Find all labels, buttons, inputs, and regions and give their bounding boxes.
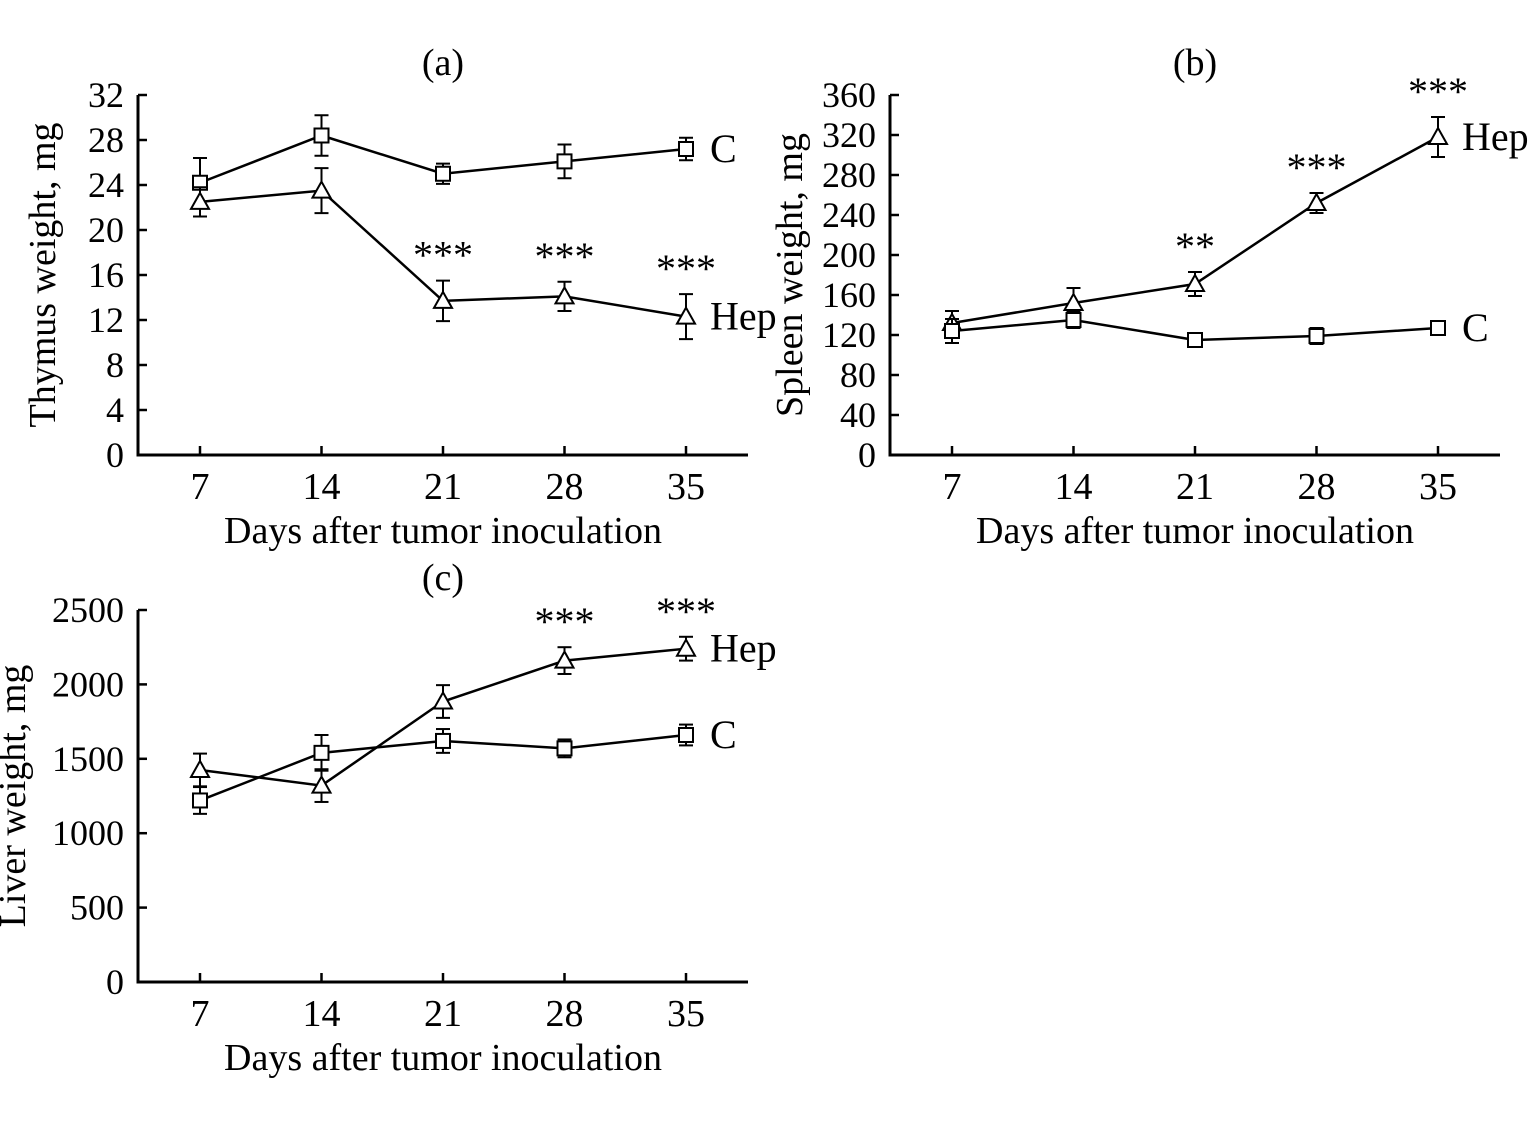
y-tick-label: 40 [840,395,876,435]
x-tick-label: 35 [1419,466,1457,508]
y-tick-label: 360 [822,75,876,115]
x-tick-label: 28 [1298,466,1336,508]
x-tick-label: 28 [546,466,584,508]
x-axis-label: Days after tumor inoculation [976,510,1414,552]
marker-triangle-Hep [432,690,454,710]
marker-square-C [313,744,330,761]
marker-square-C [435,732,451,749]
y-tick-label: 280 [822,155,876,195]
marker-square-C [944,323,960,339]
marker-square-C [1430,320,1446,336]
chart-title: (c) [422,557,464,599]
series-end-label-C: C [710,712,737,757]
marker-square-C [313,127,330,144]
sig-annotation: *** [413,233,473,278]
y-tick-label: 20 [88,210,124,250]
x-tick-label: 21 [424,466,462,508]
series-end-label-C: C [1462,305,1489,350]
marker-triangle-Hep [1062,291,1085,311]
marker-triangle-Hep [310,774,333,794]
y-tick-label: 0 [106,962,124,1002]
x-tick-label: 28 [546,993,584,1035]
series-end-label-Hep: Hep [710,626,777,671]
x-tick-label: 14 [303,466,341,508]
marker-triangle-Hep [310,179,333,199]
sig-annotation: ** [1175,224,1215,269]
marker-square-C [556,740,573,757]
x-tick-label: 14 [1055,466,1093,508]
sig-annotation: *** [1287,145,1347,190]
y-tick-label: 12 [88,300,124,340]
marker-triangle-Hep [675,305,697,325]
marker-triangle-Hep [189,758,211,778]
y-tick-label: 32 [88,75,124,115]
marker-triangle-Hep [432,289,454,309]
y-tick-label: 200 [822,235,876,275]
y-tick-label: 4 [106,390,124,430]
y-tick-label: 1500 [52,739,124,779]
x-tick-label: 35 [667,466,705,508]
y-tick-label: 160 [822,275,876,315]
y-tick-label: 16 [88,255,124,295]
sig-annotation: *** [656,246,716,291]
marker-square-C [1308,328,1325,344]
y-axis-label: Thymus weight, mg [22,122,64,427]
marker-triangle-Hep [553,649,576,669]
y-tick-label: 8 [106,345,124,385]
marker-square-C [678,141,694,157]
marker-triangle-Hep [675,637,697,657]
series-end-label-Hep: Hep [1462,114,1529,159]
marker-square-C [192,792,208,809]
sig-annotation: *** [1408,69,1468,114]
y-tick-label: 80 [840,355,876,395]
chart-title: (a) [422,42,464,84]
sig-annotation: *** [535,599,595,644]
y-tick-label: 2000 [52,664,124,704]
marker-square-C [1187,332,1203,348]
y-axis-label: Spleen weight, mg [769,133,811,417]
chart-title: (b) [1173,42,1217,84]
sig-annotation: *** [656,589,716,634]
series-end-label-C: C [710,126,737,171]
marker-square-C [556,153,573,170]
chart-spleen-weight: (b) 0 40 80 120 160 200 240 280 320 360 7 14 21 28 35 Da… [750,0,1535,562]
sig-annotation: *** [535,234,595,279]
x-tick-label: 7 [191,993,210,1035]
marker-triangle-Hep [189,190,211,210]
y-tick-label: 0 [106,435,124,475]
x-tick-label: 7 [191,466,210,508]
x-tick-label: 7 [943,466,962,508]
series-end-label-Hep: Hep [710,294,777,339]
y-tick-label: 240 [822,195,876,235]
marker-triangle-Hep [553,285,576,305]
y-tick-label: 24 [88,165,124,205]
y-tick-label: 320 [822,115,876,155]
y-tick-label: 500 [70,888,124,928]
y-axis-label: Liver weight, mg [0,665,34,928]
x-tick-label: 21 [424,993,462,1035]
marker-square-C [435,165,451,182]
y-tick-label: 120 [822,315,876,355]
y-tick-label: 28 [88,120,124,160]
x-tick-label: 21 [1176,466,1214,508]
y-tick-label: 0 [858,435,876,475]
marker-triangle-Hep [1305,191,1328,211]
x-tick-label: 35 [667,993,705,1035]
y-tick-label: 2500 [52,590,124,630]
marker-triangle-Hep [1184,272,1206,292]
marker-square-C [678,726,694,743]
chart-liver-weight: (c) 0 500 1000 1500 2000 2500 7 14 21 28 35 Days aft… [0,557,800,1122]
x-tick-label: 14 [303,993,341,1035]
marker-triangle-Hep [1427,125,1449,145]
chart-thymus-weight: (a) 0 4 8 12 16 20 24 28 32 7 14 21 28 35 Days after tu… [0,0,800,562]
marker-square-C [1065,312,1082,328]
x-axis-label: Days after tumor inoculation [224,1037,662,1079]
y-tick-label: 1000 [52,813,124,853]
x-axis-label: Days after tumor inoculation [224,510,662,552]
